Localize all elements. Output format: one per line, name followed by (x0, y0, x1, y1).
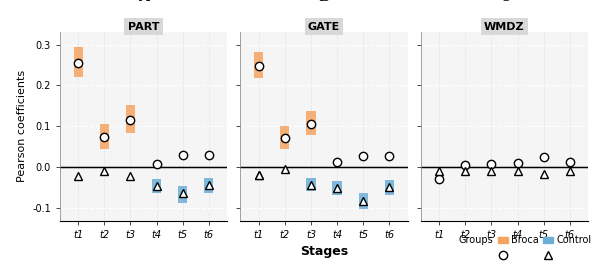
Bar (152, 179, 161, 193)
Text: C: C (499, 0, 510, 4)
Title: WMDZ: WMDZ (484, 22, 525, 31)
Bar (74, 47, 83, 77)
Title: GATE: GATE (308, 22, 340, 31)
Bar (359, 193, 368, 209)
Bar (254, 52, 263, 78)
Bar (332, 181, 341, 195)
Bar (178, 186, 187, 203)
X-axis label: Stages: Stages (300, 245, 348, 258)
Bar (204, 178, 214, 193)
Text: B: B (319, 0, 329, 4)
Bar (280, 126, 289, 149)
Bar (100, 124, 109, 149)
Legend: Groups, , Broca, , Control, : Groups, , Broca, , Control, (442, 232, 595, 264)
Bar (126, 105, 135, 133)
Bar (307, 111, 316, 135)
Bar (307, 178, 316, 191)
Title: PART: PART (128, 22, 159, 31)
Bar (385, 180, 394, 195)
Text: A: A (138, 0, 149, 4)
Y-axis label: Pearson coefficients: Pearson coefficients (17, 70, 26, 182)
